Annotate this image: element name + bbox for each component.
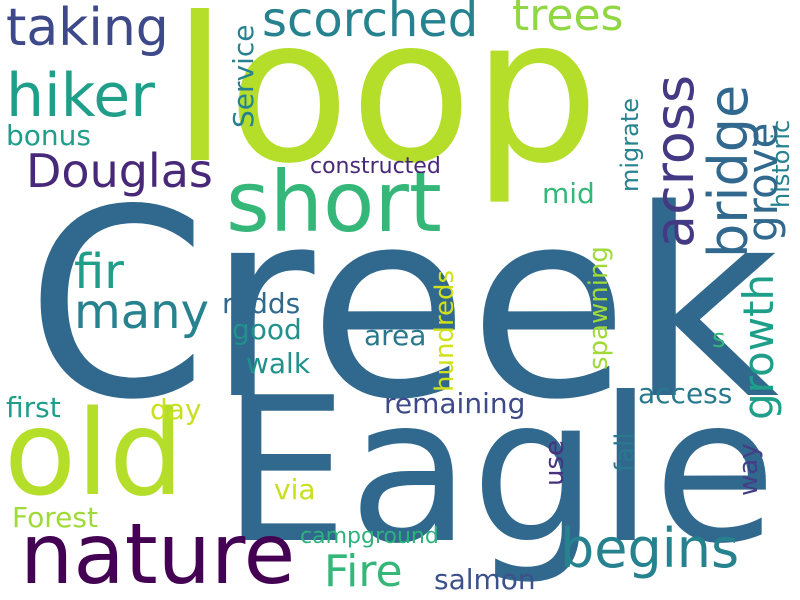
- word-creek: Creek: [26, 155, 780, 457]
- word-area: area: [364, 319, 427, 352]
- word-growth: growth: [734, 273, 783, 420]
- word-service: Service: [227, 24, 260, 128]
- word-loop: loop: [172, 0, 600, 208]
- word-trees: trees: [512, 0, 624, 41]
- word-fire: Fire: [324, 546, 403, 597]
- word-eagle: Eagle: [222, 355, 777, 588]
- word-way: way: [734, 443, 764, 496]
- word-scorched: scorched: [262, 0, 479, 48]
- word-bonus: bonus: [6, 119, 91, 152]
- word-short: short: [226, 153, 442, 251]
- word-douglas: Douglas: [26, 144, 213, 198]
- word-access: access: [638, 377, 733, 410]
- word-campground: campground: [300, 524, 439, 549]
- word-migrate: migrate: [616, 97, 644, 192]
- word-mid: mid: [542, 177, 595, 210]
- word-remaining: remaining: [384, 387, 526, 420]
- word-good: good: [232, 313, 302, 346]
- word-day: day: [150, 393, 202, 426]
- word-hiker: hiker: [6, 61, 155, 131]
- word-hundreds: hundreds: [430, 269, 460, 392]
- word-begins: begins: [560, 517, 740, 580]
- word-constructed: constructed: [310, 154, 441, 179]
- word-redds: redds: [222, 287, 301, 320]
- word-fall: fall: [610, 432, 640, 472]
- word-walk: walk: [246, 347, 311, 380]
- word-historic: historic: [767, 119, 795, 208]
- word-forest: Forest: [12, 501, 98, 534]
- word-across: across: [643, 74, 706, 248]
- word-s: s: [712, 324, 726, 354]
- word-nature: nature: [20, 505, 296, 600]
- word-via: via: [274, 473, 316, 506]
- word-fir: fir: [74, 244, 124, 300]
- word-first: first: [6, 391, 61, 424]
- word-use: use: [540, 439, 570, 486]
- word-old: old: [4, 384, 184, 522]
- word-spawning: spawning: [584, 246, 614, 370]
- word-salmon: salmon: [434, 563, 536, 596]
- word-taking: taking: [6, 0, 169, 58]
- word-many: many: [74, 284, 209, 340]
